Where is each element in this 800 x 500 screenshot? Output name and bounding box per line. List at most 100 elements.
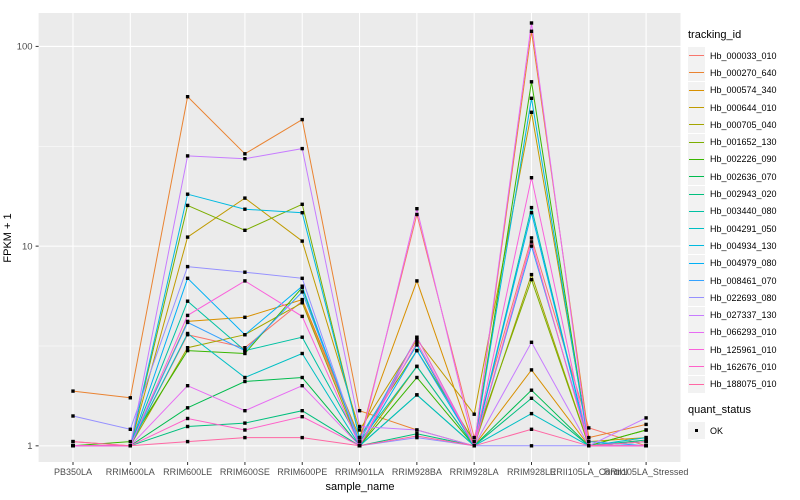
x-tick-label: RRIM600PE xyxy=(277,467,327,477)
data-point xyxy=(357,435,362,440)
data-point xyxy=(415,428,419,432)
legend-color-key xyxy=(688,47,705,65)
legend-title-tracking-id: tracking_id xyxy=(688,29,742,41)
data-point xyxy=(415,434,419,438)
legend-line-swatch xyxy=(689,141,704,143)
data-point xyxy=(185,192,190,196)
data-point xyxy=(243,428,247,432)
data-point xyxy=(300,297,304,302)
legend-color-key xyxy=(688,133,705,151)
legend-item-label: Hb_027337_130 xyxy=(710,310,777,321)
data-point xyxy=(71,414,75,418)
data-point xyxy=(243,435,247,440)
legend-item-label: Hb_004979_080 xyxy=(710,258,777,269)
legend-item: Hb_004979_080 xyxy=(688,254,800,272)
data-point xyxy=(300,146,304,151)
data-point xyxy=(128,439,132,444)
data-point xyxy=(529,272,534,277)
legend-line-swatch xyxy=(689,89,704,91)
data-point xyxy=(185,95,190,99)
quant-status-item: OK xyxy=(688,422,800,440)
data-point xyxy=(300,117,304,122)
legend-line-swatch xyxy=(689,210,704,212)
data-point xyxy=(243,379,247,384)
legend-line-swatch xyxy=(689,72,704,74)
data-point xyxy=(300,435,304,440)
data-point xyxy=(71,389,75,393)
data-point xyxy=(472,439,476,444)
data-point xyxy=(415,279,419,283)
legend-line-swatch xyxy=(689,158,704,160)
legend-title-quant-status: quant_status xyxy=(688,403,751,416)
data-point xyxy=(300,415,304,419)
x-axis-title: sample_name xyxy=(325,481,395,493)
data-point xyxy=(243,157,247,161)
legend-color-key xyxy=(688,168,705,186)
data-point xyxy=(644,435,648,440)
legend-item: Hb_002636_070 xyxy=(688,168,800,186)
data-point xyxy=(243,333,247,337)
data-point xyxy=(71,439,75,444)
data-point xyxy=(243,346,247,350)
data-point xyxy=(300,202,304,206)
legend-item: Hb_000033_010 xyxy=(688,47,800,65)
data-point xyxy=(185,264,190,269)
data-point xyxy=(185,235,190,239)
legend-item-label: Hb_066293_010 xyxy=(710,327,777,338)
legend-line-swatch xyxy=(689,297,704,299)
quant-status-key xyxy=(688,422,705,440)
legend-line-swatch xyxy=(689,262,704,264)
data-point xyxy=(529,21,534,25)
data-point xyxy=(529,110,534,114)
data-point xyxy=(357,439,362,444)
legend-color-key xyxy=(688,358,705,376)
data-point xyxy=(472,444,476,448)
data-point xyxy=(300,351,304,356)
legend-item: Hb_000705_040 xyxy=(688,116,800,134)
y-tick-label: 10 xyxy=(22,241,33,252)
data-point xyxy=(415,432,419,436)
data-point xyxy=(300,409,304,413)
data-point xyxy=(128,427,132,431)
legend-item-label: Hb_000705_040 xyxy=(710,119,777,130)
data-point xyxy=(644,439,648,444)
data-point xyxy=(243,279,247,283)
quant-status-legend: quant_status OK xyxy=(688,403,800,440)
legend-item: Hb_003440_080 xyxy=(688,202,800,220)
y-tick-label: 100 xyxy=(17,42,33,53)
data-point xyxy=(243,196,247,200)
legend-item-label: Hb_162676_010 xyxy=(710,361,777,372)
data-point xyxy=(529,29,534,33)
legend-line-swatch xyxy=(689,349,704,351)
legend-item: Hb_001652_130 xyxy=(688,133,800,151)
legend-item: Hb_188075_010 xyxy=(688,375,800,393)
legend-item-label: Hb_000644_010 xyxy=(710,102,777,113)
legend-item: Hb_027337_130 xyxy=(688,306,800,324)
y-tick-label: 1 xyxy=(27,441,32,452)
data-point xyxy=(529,96,534,100)
legend-color-key xyxy=(688,254,705,272)
x-tick-label: RRII105LA_Stressed xyxy=(604,467,689,477)
data-point xyxy=(243,348,247,353)
legend-line-swatch xyxy=(689,280,704,281)
data-point xyxy=(243,409,247,413)
data-point xyxy=(185,299,190,303)
legend-color-key xyxy=(688,375,705,393)
legend-color-key xyxy=(688,341,705,359)
data-point xyxy=(357,424,362,429)
legend-color-key xyxy=(688,306,705,324)
legend-line-swatch xyxy=(689,228,704,230)
legend-item: Hb_002226_090 xyxy=(688,150,800,168)
data-point xyxy=(185,384,190,388)
legend-color-key xyxy=(688,185,705,203)
legend-item-label: Hb_188075_010 xyxy=(710,379,777,390)
data-point xyxy=(529,176,534,180)
data-point xyxy=(128,396,132,400)
data-point xyxy=(243,270,247,274)
data-point xyxy=(529,340,534,344)
legend-color-key xyxy=(688,99,705,117)
data-point xyxy=(185,348,190,353)
data-point xyxy=(300,239,304,243)
legend-color-key xyxy=(688,150,705,168)
